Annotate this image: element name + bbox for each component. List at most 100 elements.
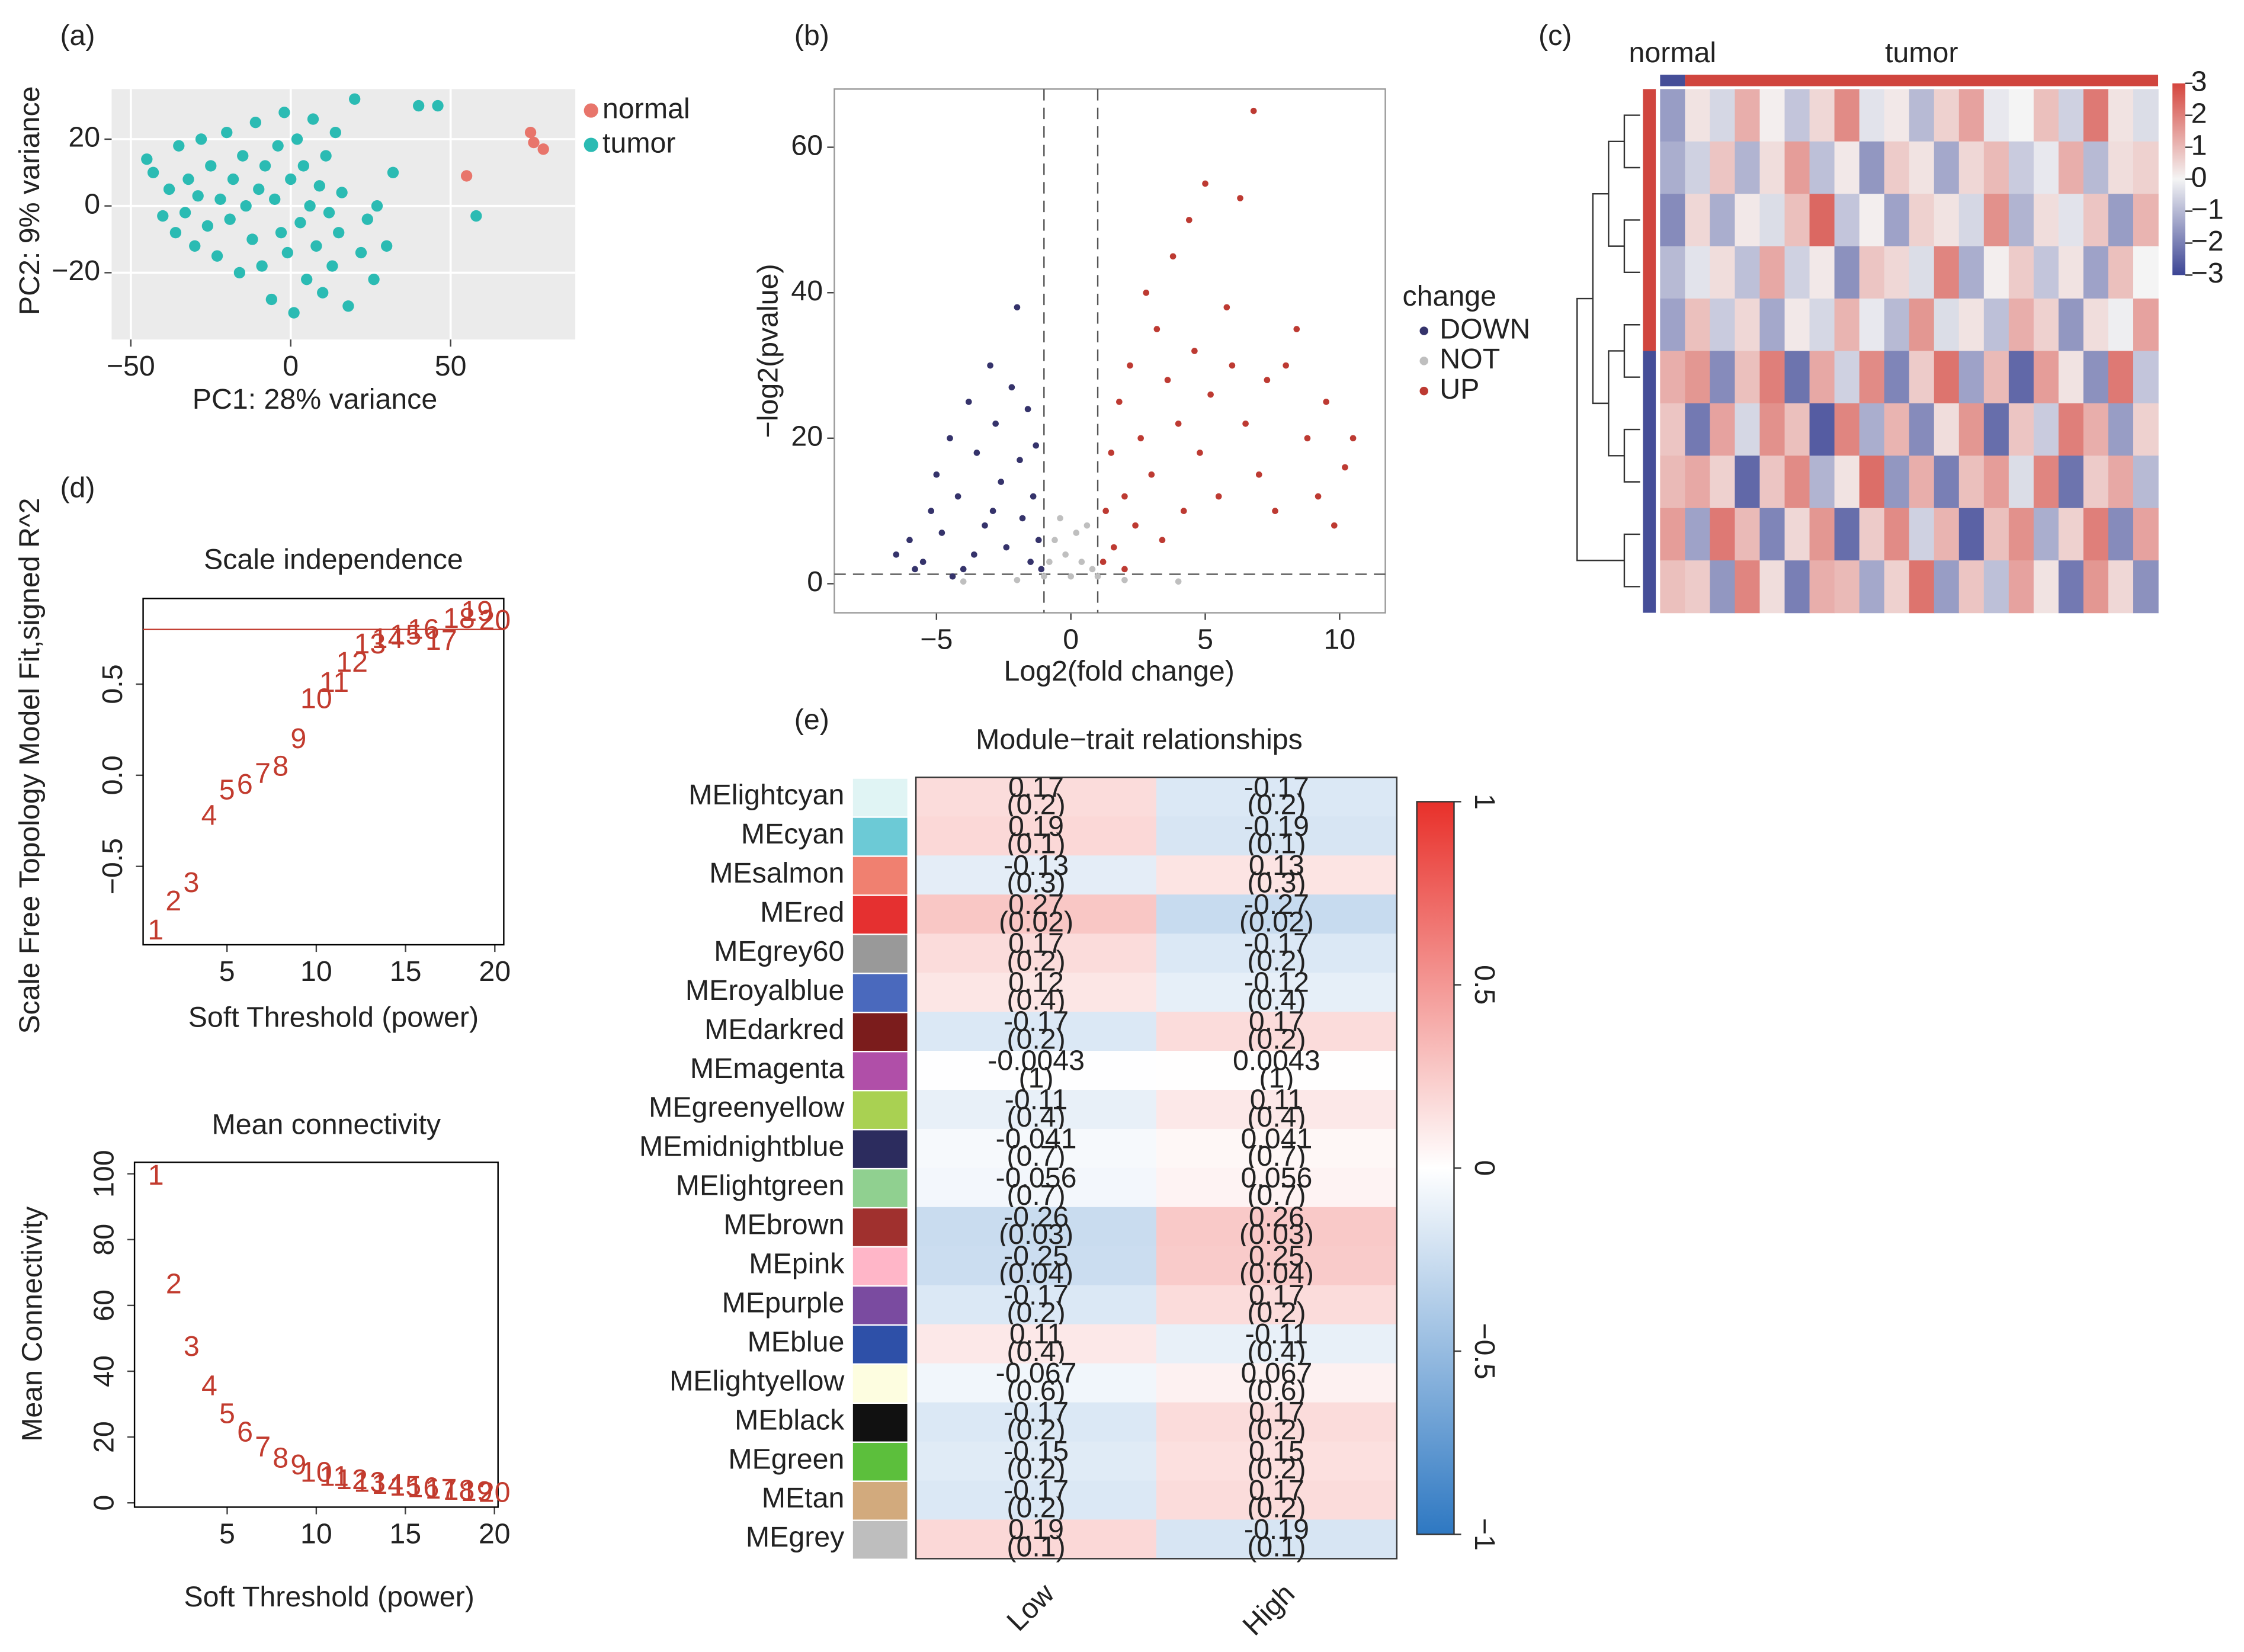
point	[973, 450, 980, 456]
point	[361, 213, 373, 225]
heatmap-cell	[2108, 560, 2134, 614]
point	[528, 136, 540, 149]
point	[381, 240, 393, 252]
heatmap-cell	[1834, 403, 1860, 457]
heatmap-cell	[1859, 403, 1885, 457]
point-label: 11	[319, 1460, 349, 1492]
heatmap-cell	[1884, 141, 1910, 194]
heatmap-cell	[1759, 560, 1785, 614]
heatmap-cell	[1934, 351, 1960, 404]
cell-pvalue: (0.2)	[1247, 1453, 1306, 1485]
x-tick-label: 10	[1324, 624, 1356, 656]
point	[460, 170, 473, 182]
heatmap-cell	[2058, 508, 2084, 561]
cell-pvalue: (0.3)	[1247, 867, 1306, 899]
heatmap-cell	[1759, 403, 1785, 457]
heatmap-cell	[1958, 89, 1985, 142]
heatmap-cell	[1759, 508, 1785, 561]
heatmap-cell	[1809, 89, 1835, 142]
cell-pvalue: (0.02)	[999, 906, 1073, 938]
point	[1014, 576, 1021, 583]
heatmap-cell	[1958, 403, 1985, 457]
heatmap-cell	[2083, 403, 2109, 457]
cell-pvalue: (0.2)	[1247, 1414, 1306, 1446]
heatmap-cell	[1685, 141, 1711, 194]
heatmap-cell	[1909, 455, 1935, 509]
point-label: 20	[479, 1477, 511, 1509]
heatmap-cell	[1156, 1363, 1397, 1403]
cell-value: -0.12	[1244, 967, 1309, 999]
cell-value: -0.17	[1004, 1279, 1069, 1311]
heatmap-cell	[1156, 1519, 1397, 1560]
point	[192, 190, 204, 202]
heatmap-cell	[1685, 508, 1711, 561]
heatmap-cell	[2083, 508, 2109, 561]
point	[1033, 442, 1040, 449]
x-tick-label: 10	[300, 1518, 332, 1550]
cell-value: 0.19	[1008, 1513, 1064, 1545]
heatmap-cell	[1884, 560, 1910, 614]
cell-pvalue: (0.4)	[1006, 1336, 1065, 1368]
panel-label: (e)	[794, 704, 829, 736]
cell-value: -0.17	[1004, 1006, 1069, 1038]
heatmap-cell	[1834, 141, 1860, 194]
heatmap-cell	[1834, 560, 1860, 614]
point	[297, 160, 309, 172]
point	[371, 200, 383, 212]
heatmap-cell	[1710, 508, 1736, 561]
point	[179, 207, 191, 219]
heatmap-cell	[1685, 560, 1711, 614]
heatmap-cell	[1809, 351, 1835, 404]
x-tick-label: 20	[479, 1518, 511, 1550]
heatmap-cell	[2033, 560, 2059, 614]
point	[1159, 537, 1166, 544]
x-tick-label: −50	[107, 350, 155, 382]
heatmap-cell	[1156, 1051, 1397, 1090]
colorbar-tick-label: 3	[2191, 65, 2207, 97]
heatmap-cell	[1660, 351, 1686, 404]
point-label: 4	[201, 1370, 217, 1402]
module-swatch	[852, 778, 908, 817]
point	[1094, 573, 1101, 580]
point	[201, 220, 214, 232]
module-swatch	[852, 1326, 908, 1364]
heatmap-cell	[1834, 351, 1860, 404]
heatmap-cell	[1710, 560, 1736, 614]
y-tick-label: 0	[807, 566, 823, 598]
row-label: MEpink	[749, 1248, 845, 1280]
point	[1019, 515, 1026, 522]
cell-value: -0.25	[1004, 1240, 1069, 1272]
heatmap-cell	[1710, 246, 1736, 299]
heatmap-cell	[1958, 246, 1985, 299]
point	[1215, 493, 1222, 500]
point	[1003, 544, 1010, 551]
heatmap-cell	[1909, 194, 1935, 247]
heatmap-cell	[1934, 560, 1960, 614]
point	[1197, 450, 1203, 456]
row-label: MEcyan	[741, 818, 844, 850]
point	[1024, 406, 1031, 413]
point	[1143, 289, 1150, 296]
heatmap-cell	[1710, 299, 1736, 352]
point-label: 18	[443, 602, 475, 634]
row-label: MElightyellow	[669, 1365, 844, 1397]
heatmap-cell	[1784, 89, 1810, 142]
x-tick-label: −5	[920, 624, 953, 656]
point	[269, 193, 281, 206]
heatmap-cell	[1685, 455, 1711, 509]
heatmap-cell	[1784, 508, 1810, 561]
heatmap-cell	[1983, 351, 2009, 404]
point	[211, 250, 223, 262]
point	[1027, 559, 1034, 565]
heatmap-cell	[1156, 1167, 1397, 1208]
heatmap-cell	[1834, 194, 1860, 247]
heatmap-cell	[916, 1363, 1157, 1403]
heatmap-cell	[2133, 246, 2159, 299]
row-annotation	[1643, 351, 1656, 613]
heatmap-cell	[916, 1324, 1157, 1364]
heatmap-cell	[1156, 855, 1397, 895]
heatmap-cell	[1859, 141, 1885, 194]
point	[342, 300, 354, 312]
point	[1229, 362, 1236, 369]
